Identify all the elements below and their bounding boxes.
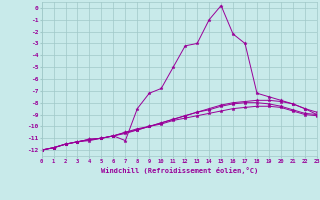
X-axis label: Windchill (Refroidissement éolien,°C): Windchill (Refroidissement éolien,°C) [100, 167, 258, 174]
